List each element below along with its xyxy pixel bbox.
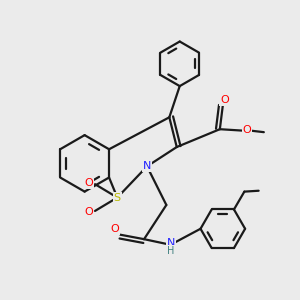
Text: N: N [143, 161, 151, 171]
Text: O: O [220, 95, 229, 105]
Text: O: O [84, 207, 93, 218]
Text: O: O [84, 178, 93, 188]
Text: O: O [243, 125, 252, 135]
Text: S: S [114, 193, 121, 202]
Text: N: N [167, 238, 175, 248]
Text: H: H [167, 246, 175, 256]
Text: O: O [111, 224, 119, 234]
